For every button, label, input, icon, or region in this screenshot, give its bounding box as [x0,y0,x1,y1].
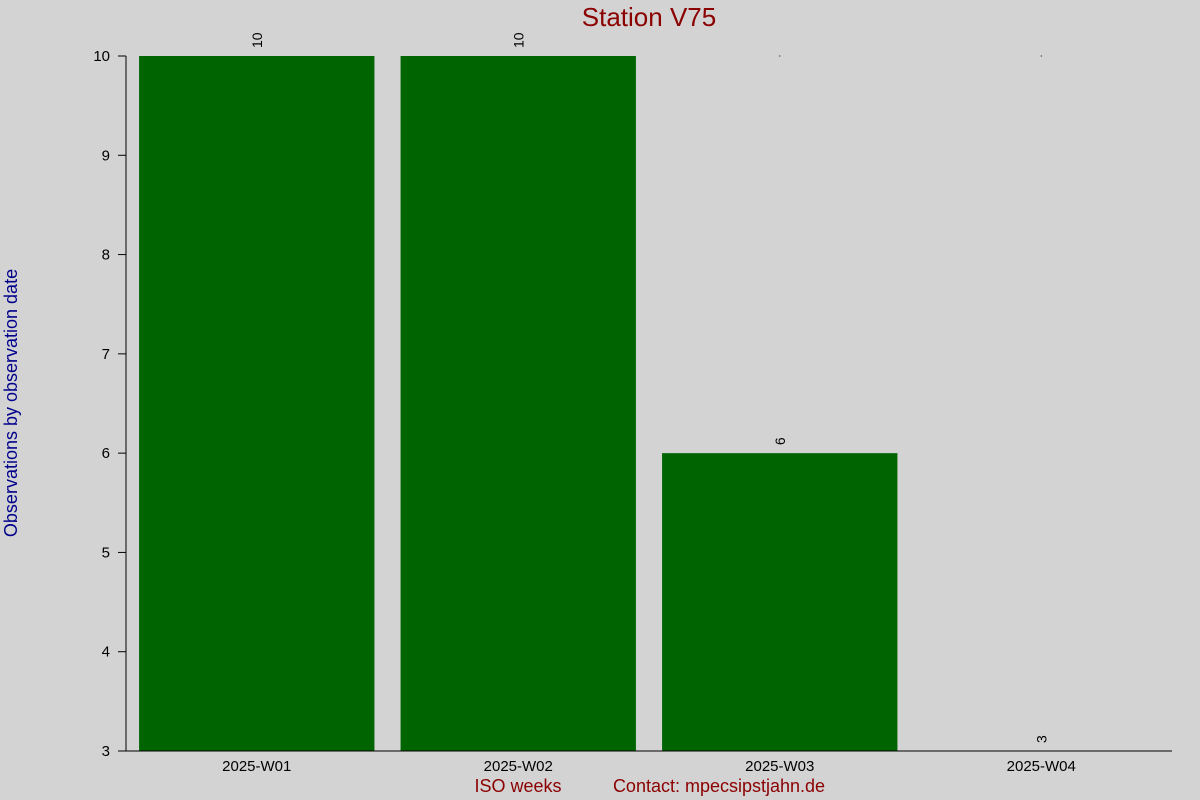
axes-layer: 2025-W01 2025-W02 2025-W03 2025-W04 3 4 5 6 7 8 9 1… [93,48,1172,775]
y-tick-label-4: 4 [102,644,110,661]
data-label-2025-W01: 10 [249,32,265,48]
contact-text: Contact: mpecsіpstjahn.de [613,776,825,796]
bars-layer: 10 10 6 3 [139,32,1049,751]
y-tick-label-3: 3 [102,743,110,760]
bar-2025-W03 [662,453,898,751]
x-tick-label-2025-W02: 2025-W02 [484,758,553,775]
y-tick-label-5: 5 [102,544,110,561]
x-axis-label: ISO weeks [474,776,561,796]
y-tick-label-6: 6 [102,445,110,462]
x-tick-label-2025-W01: 2025-W01 [222,758,291,775]
x-tick-label-2025-W04: 2025-W04 [1007,758,1076,775]
y-tick-label-7: 7 [102,346,110,363]
bar-2025-W02 [400,56,636,751]
y-tick-label-10: 10 [93,48,110,65]
y-tick-label-8: 8 [102,247,110,264]
y-axis-label: Observations by observation date [1,269,21,537]
chart-title: Station V75 [582,2,716,32]
data-label-2025-W04: 3 [1033,735,1049,743]
data-label-2025-W03: 6 [772,437,788,445]
bar-2025-W01 [139,56,375,751]
y-tick-label-9: 9 [102,147,110,164]
data-label-2025-W02: 10 [510,32,526,48]
x-tick-label-2025-W03: 2025-W03 [745,758,814,775]
